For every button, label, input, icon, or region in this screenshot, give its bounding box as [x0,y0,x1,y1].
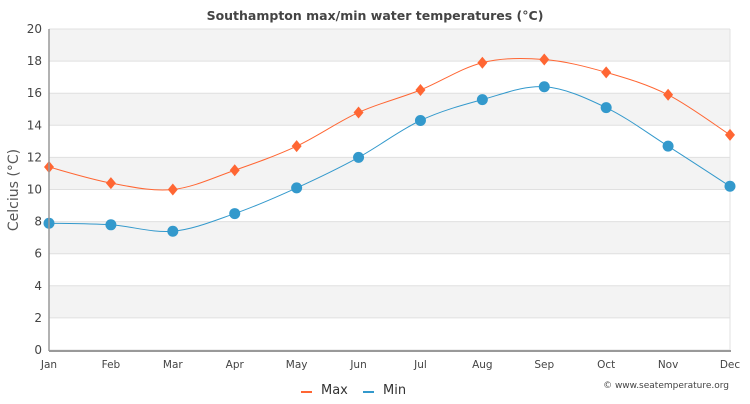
x-tick-label: Aug [472,359,493,371]
y-tick-label: 14 [27,118,42,132]
y-tick-label: 8 [34,215,42,229]
y-tick-label: 4 [34,279,42,293]
x-tick-label: Jul [413,359,427,371]
y-axis-label: Celcius (°C) [6,149,22,231]
data-point-min [105,219,117,231]
x-tick-label: Dec [720,359,741,371]
background-bands [49,29,730,318]
data-point-max [725,128,735,141]
y-tick-label: 0 [34,343,42,357]
credit: © www.seatemperature.org [603,381,729,391]
y-tick-label: 10 [27,183,42,197]
data-point-max [477,56,488,69]
y-tick-label: 12 [27,150,42,164]
band [49,221,730,254]
data-point-min [538,81,550,93]
data-point-min [353,151,365,163]
band [49,157,730,190]
data-point-max [601,66,612,79]
series-markers [43,53,736,237]
data-point-min [291,182,303,194]
data-point-max [229,164,240,177]
x-tick-label: Sep [534,359,554,371]
x-tick-label: Feb [102,359,121,371]
y-tick-label: 18 [27,54,42,68]
band [49,29,730,62]
data-point-max [105,177,116,190]
data-point-max [353,106,364,119]
x-tick-label: Jan [40,359,57,371]
band [49,93,730,126]
data-point-min [600,102,612,114]
legend: Max Min [301,383,406,398]
data-point-min [476,94,488,106]
band [49,285,730,318]
x-tick-label: Apr [226,359,245,371]
data-point-min [167,225,179,237]
gridlines [49,28,731,351]
x-tick-labels: Jan Feb Mar Apr May Jun Jul Aug Sep Oct Nov Dec [40,359,740,371]
y-tick-label: 2 [34,311,42,325]
y-tick-label: 20 [27,22,42,36]
data-point-min [724,180,736,192]
y-tick-label: 16 [27,86,42,100]
data-point-max [167,183,178,196]
x-tick-label: Oct [597,359,615,371]
x-tick-label: May [286,359,308,371]
legend-label: Min [383,383,406,398]
y-tick-label: 6 [34,247,42,261]
x-tick-label: Jun [349,359,366,371]
x-tick-label: Nov [658,359,679,371]
data-point-max [291,140,302,153]
data-point-min [229,208,241,220]
series-lines [48,57,731,233]
legend-label: Max [321,383,348,398]
data-point-max [415,83,426,96]
data-point-max [539,53,550,66]
x-tick-label: Mar [163,359,183,371]
chart-title: Southampton max/min water temperatures (… [207,8,544,23]
y-tick-labels: 0 2 4 6 8 10 12 14 16 18 20 [27,22,42,357]
data-point-min [414,114,426,126]
data-point-max [663,88,674,101]
data-point-min [662,140,674,152]
